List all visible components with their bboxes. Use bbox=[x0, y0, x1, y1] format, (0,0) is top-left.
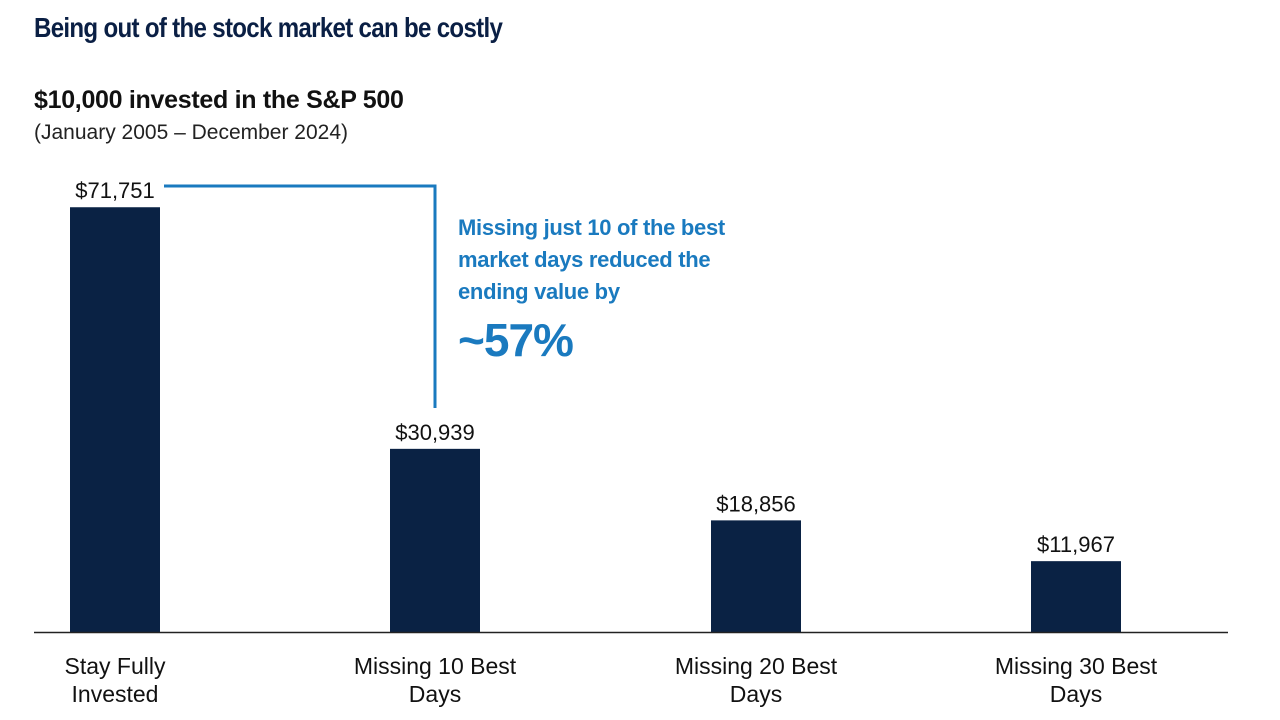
category-label: Days bbox=[730, 681, 782, 707]
category-label: Days bbox=[1050, 681, 1102, 707]
bar bbox=[70, 207, 160, 633]
annotation-bracket bbox=[164, 184, 437, 408]
annotation-line-2: market days reduced the bbox=[458, 247, 711, 272]
bar bbox=[1031, 561, 1121, 632]
page-headline: Being out of the stock market can be cos… bbox=[34, 12, 503, 43]
category-label: Days bbox=[409, 681, 461, 707]
bar-value-label: $30,939 bbox=[395, 420, 475, 445]
category-label: Missing 20 Best bbox=[675, 653, 838, 679]
category-label: Missing 30 Best bbox=[995, 653, 1158, 679]
bar bbox=[711, 520, 801, 632]
chart-subtitle: (January 2005 – December 2024) bbox=[34, 121, 349, 144]
bar-value-label: $11,967 bbox=[1037, 532, 1115, 557]
annotation-highlight: ~57% bbox=[458, 314, 574, 366]
chart-title: $10,000 invested in the S&P 500 bbox=[34, 86, 404, 114]
category-label: Invested bbox=[72, 681, 159, 707]
bar-value-label: $18,856 bbox=[716, 491, 796, 516]
annotation-line-3: ending value by bbox=[458, 279, 620, 304]
category-label: Stay Fully bbox=[65, 653, 166, 679]
category-label: Missing 10 Best bbox=[354, 653, 517, 679]
annotation-line-1: Missing just 10 of the best bbox=[458, 215, 725, 240]
annotation-callout: Missing just 10 of the best market days … bbox=[458, 212, 725, 368]
bar-value-label: $71,751 bbox=[75, 178, 155, 203]
bar bbox=[390, 448, 480, 632]
